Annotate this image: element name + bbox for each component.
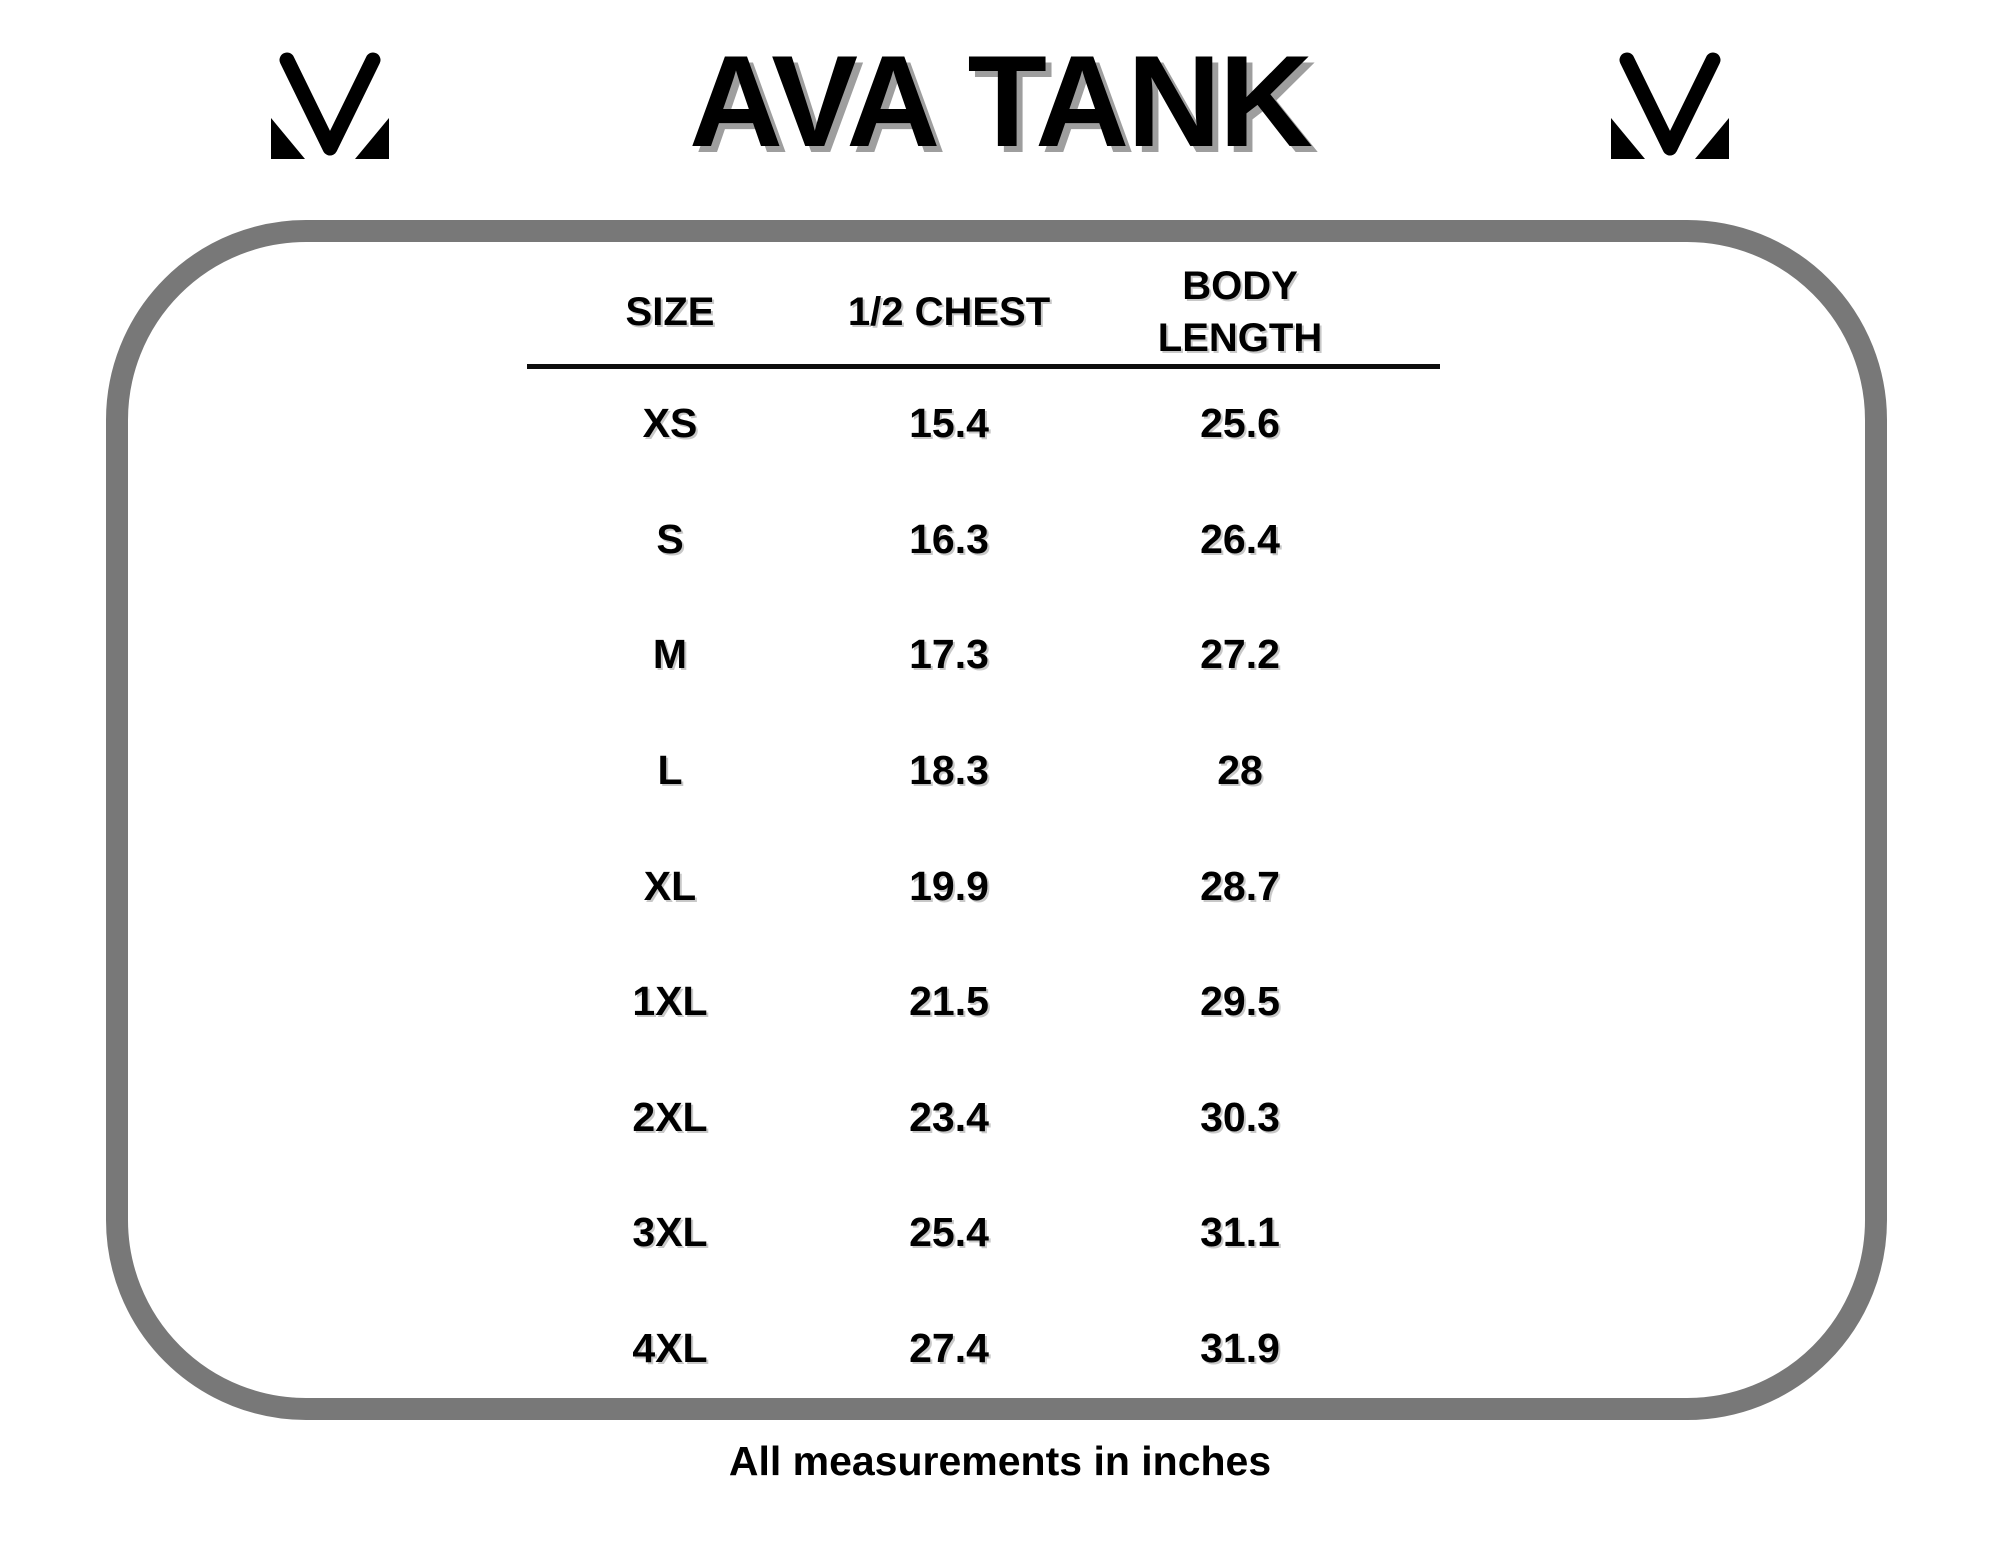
chest-cell: 18.3 bbox=[909, 747, 989, 794]
chart-frame-border bbox=[106, 220, 1887, 1420]
size-cell: 1XL bbox=[632, 978, 708, 1025]
table-row: 3XL 25.4 31.1 bbox=[527, 1175, 1440, 1291]
length-cell: 31.9 bbox=[1200, 1325, 1280, 1372]
chest-cell: 25.4 bbox=[909, 1209, 989, 1256]
table-row: L 18.3 28 bbox=[527, 713, 1440, 829]
chest-cell: 21.5 bbox=[909, 978, 989, 1025]
chest-cell: 23.4 bbox=[909, 1093, 989, 1140]
length-cell: 25.6 bbox=[1200, 400, 1280, 447]
table-row: XL 19.9 28.7 bbox=[527, 828, 1440, 944]
brand-monogram-icon bbox=[1611, 52, 1729, 159]
table-row: 2XL 23.4 30.3 bbox=[527, 1060, 1440, 1176]
table-header-row: SIZE 1/2 CHEST BODY LENGTH bbox=[527, 256, 1440, 368]
length-cell: 28.7 bbox=[1200, 862, 1280, 909]
length-cell: 28 bbox=[1217, 747, 1263, 794]
table-row: 4XL 27.4 31.9 bbox=[527, 1291, 1440, 1407]
chest-cell: 17.3 bbox=[909, 631, 989, 678]
length-cell: 27.2 bbox=[1200, 631, 1280, 678]
col-header-size: SIZE bbox=[625, 290, 715, 334]
chest-cell: 15.4 bbox=[909, 400, 989, 447]
length-cell: 29.5 bbox=[1200, 978, 1280, 1025]
size-cell: M bbox=[652, 631, 688, 678]
size-cell: S bbox=[656, 515, 684, 562]
length-cell: 30.3 bbox=[1200, 1093, 1280, 1140]
header-divider-line bbox=[527, 364, 1440, 369]
table-row: M 17.3 27.2 bbox=[527, 597, 1440, 713]
size-cell: 3XL bbox=[632, 1209, 708, 1256]
col-header-length: BODY LENGTH bbox=[1157, 264, 1323, 360]
size-table-body: XS 15.4 25.6 S 16.3 26.4 M 17.3 27.2 L 1… bbox=[527, 366, 1440, 1406]
size-cell: 4XL bbox=[632, 1325, 708, 1372]
length-cell: 31.1 bbox=[1200, 1209, 1280, 1256]
size-cell: L bbox=[657, 747, 683, 794]
chest-cell: 27.4 bbox=[909, 1325, 989, 1372]
size-cell: 2XL bbox=[632, 1093, 708, 1140]
footer-note: All measurements in inches bbox=[728, 1438, 1272, 1484]
size-cell: XS bbox=[642, 400, 698, 447]
table-row: S 16.3 26.4 bbox=[527, 482, 1440, 598]
chest-cell: 16.3 bbox=[909, 515, 989, 562]
size-cell: XL bbox=[643, 862, 697, 909]
col-header-chest: 1/2 CHEST bbox=[847, 290, 1051, 334]
page-title: AVA TANK bbox=[689, 28, 1313, 174]
table-row: XS 15.4 25.6 bbox=[527, 366, 1440, 482]
table-row: 1XL 21.5 29.5 bbox=[527, 944, 1440, 1060]
chest-cell: 19.9 bbox=[909, 862, 989, 909]
length-cell: 26.4 bbox=[1200, 515, 1280, 562]
brand-monogram-icon bbox=[271, 52, 389, 159]
